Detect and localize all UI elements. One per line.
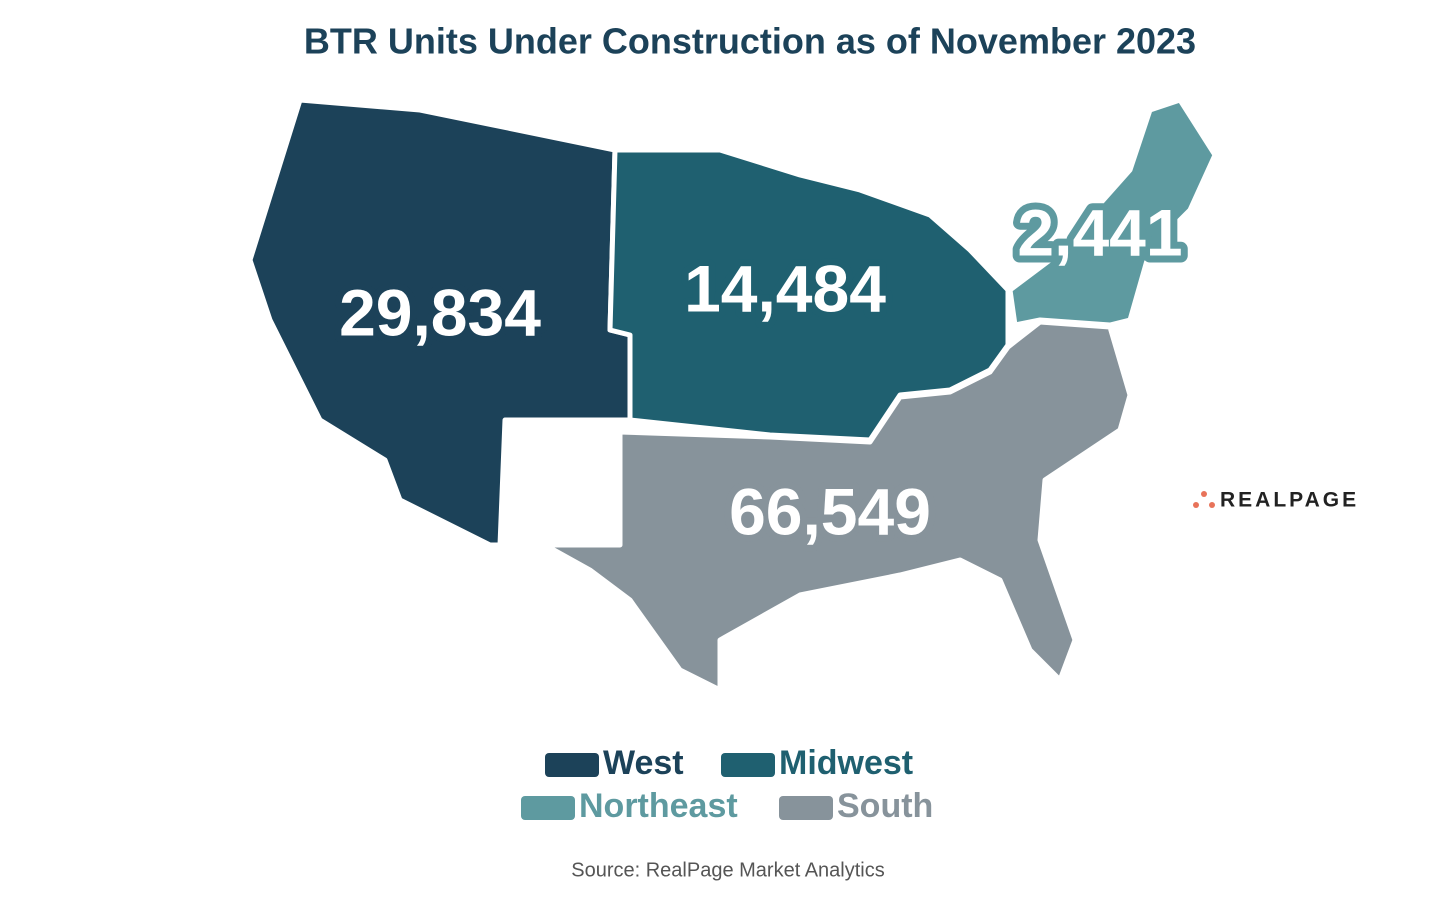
region-value: 2,441 [1017, 195, 1182, 269]
region-shape [542, 319, 1133, 693]
logo-dot [1193, 502, 1199, 508]
legend-swatch [545, 753, 599, 777]
legend-label: Midwest [779, 744, 913, 782]
logo-dot [1201, 491, 1207, 497]
legend-label: Northeast [579, 787, 738, 825]
region-value: 66,549 [729, 474, 931, 548]
legend-label: West [603, 744, 684, 782]
legend-swatch [721, 753, 775, 777]
logo: REALPAGE [1193, 489, 1359, 512]
region-value: 14,484 [684, 251, 886, 325]
legend-swatch [521, 796, 575, 820]
us-map [247, 97, 1218, 693]
logo-dot [1209, 502, 1215, 508]
legend-swatch [779, 796, 833, 820]
source: Source: RealPage Market Analytics [571, 859, 885, 881]
logo-text: REALPAGE [1220, 489, 1359, 512]
legend: West Midwest Northeast South [521, 744, 933, 825]
region-value: 29,834 [339, 275, 541, 349]
legend-label: South [837, 787, 933, 825]
title: BTR Units Under Construction as of Novem… [304, 21, 1196, 62]
